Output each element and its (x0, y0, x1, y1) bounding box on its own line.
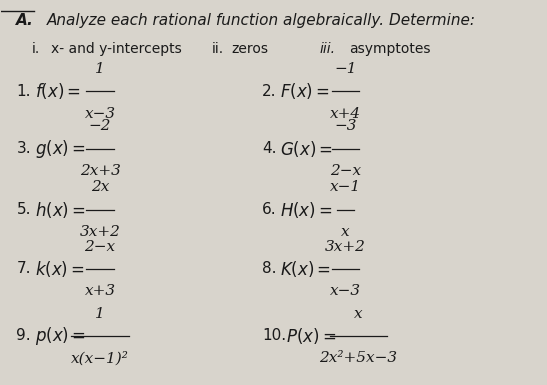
Text: ii.: ii. (212, 42, 224, 55)
Text: 2.: 2. (262, 84, 276, 99)
Text: −2: −2 (89, 119, 112, 133)
Text: 5.: 5. (16, 202, 31, 217)
Text: 7.: 7. (16, 261, 31, 276)
Text: $p(x)=$: $p(x)=$ (35, 325, 86, 347)
Text: x: x (341, 225, 350, 239)
Text: $g(x)=$: $g(x)=$ (35, 137, 86, 159)
Text: $K(x)=$: $K(x)=$ (281, 259, 331, 279)
Text: zeros: zeros (232, 42, 269, 55)
Text: 4.: 4. (262, 141, 276, 156)
Text: x(x−1)²: x(x−1)² (71, 351, 129, 365)
Text: 3x+2: 3x+2 (325, 239, 366, 254)
Text: Analyze each rational function algebraically. Determine:: Analyze each rational function algebraic… (46, 13, 475, 28)
Text: iii.: iii. (319, 42, 335, 55)
Text: 1: 1 (95, 306, 105, 321)
Text: $P(x)=$: $P(x)=$ (286, 326, 336, 346)
Text: $h(x)=$: $h(x)=$ (35, 200, 86, 220)
Text: −3: −3 (334, 119, 357, 133)
Text: 3.: 3. (16, 141, 31, 156)
Text: $f(x)=$: $f(x)=$ (35, 81, 81, 101)
Text: 10.: 10. (262, 328, 286, 343)
Text: x+4: x+4 (330, 107, 361, 121)
Text: $G(x)=$: $G(x)=$ (281, 139, 334, 159)
Text: 8.: 8. (262, 261, 276, 276)
Text: −1: −1 (334, 62, 357, 76)
Text: $H(x)=$: $H(x)=$ (281, 200, 333, 220)
Text: x+3: x+3 (85, 284, 115, 298)
Text: x−3: x−3 (330, 284, 361, 298)
Text: 6.: 6. (262, 202, 277, 217)
Text: $F(x)=$: $F(x)=$ (281, 81, 330, 101)
Text: $k(x)=$: $k(x)=$ (35, 259, 85, 279)
Text: x−1: x−1 (330, 181, 361, 194)
Text: 3x+2: 3x+2 (80, 225, 120, 239)
Text: 9.: 9. (16, 328, 31, 343)
Text: 2−x: 2−x (85, 239, 115, 254)
Text: asymptotes: asymptotes (350, 42, 431, 55)
Text: A.: A. (16, 13, 34, 28)
Text: 1.: 1. (16, 84, 31, 99)
Text: 2x: 2x (91, 181, 109, 194)
Text: x: x (354, 306, 363, 321)
Text: x−3: x−3 (85, 107, 115, 121)
Text: 2x²+5x−3: 2x²+5x−3 (319, 351, 398, 365)
Text: 2−x: 2−x (330, 164, 361, 178)
Text: 1: 1 (95, 62, 105, 76)
Text: x- and y-intercepts: x- and y-intercepts (51, 42, 182, 55)
Text: i.: i. (31, 42, 40, 55)
Text: 2x+3: 2x+3 (80, 164, 120, 178)
